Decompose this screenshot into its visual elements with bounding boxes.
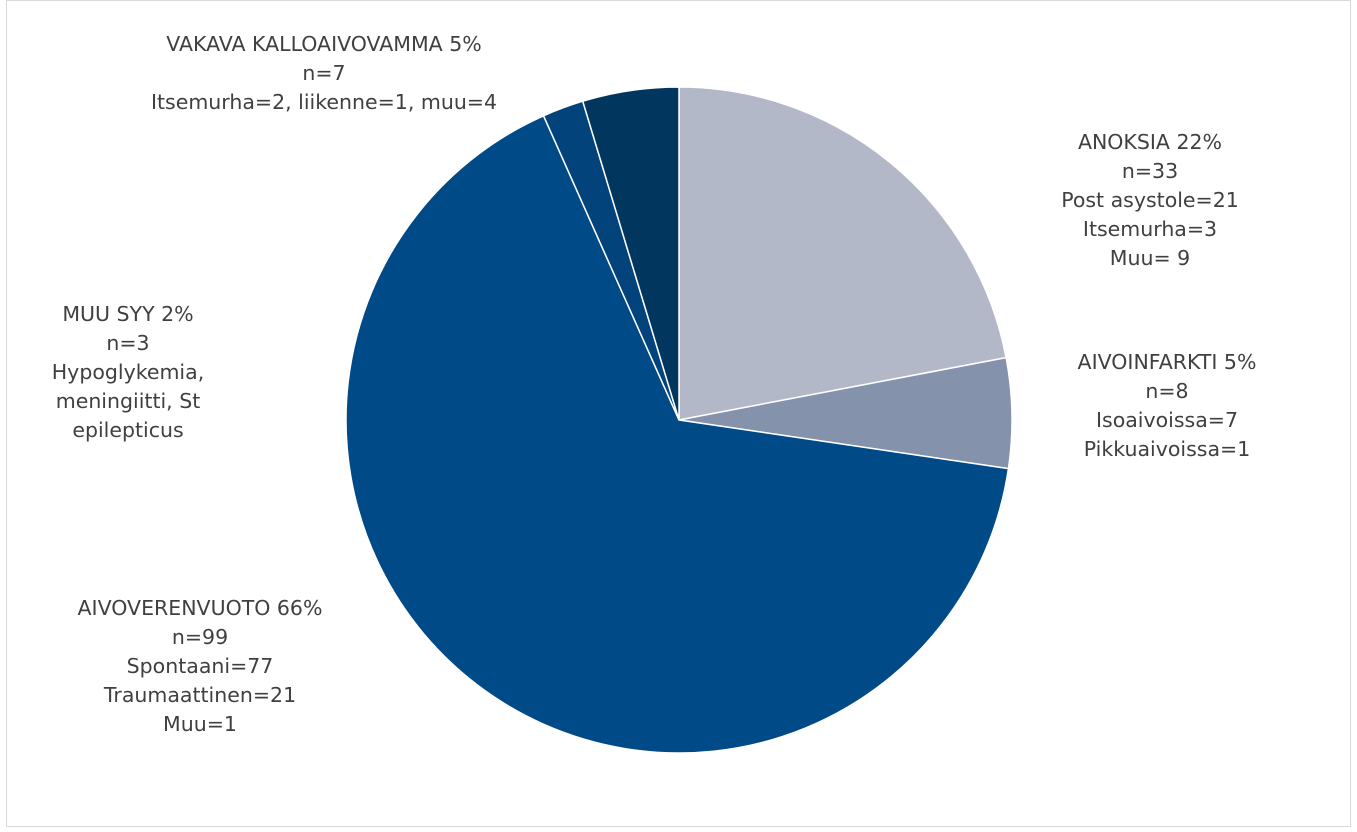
data-label-line: Isoaivoissa=7 <box>1096 408 1238 432</box>
pie-slice-aivoverenvuoto <box>345 114 1010 754</box>
data-label-line: Itsemurha=3 <box>1083 217 1217 241</box>
data-label-line: AIVOVERENVUOTO 66% <box>78 596 323 620</box>
data-label-line: ANOKSIA 22% <box>1078 130 1222 154</box>
data-label-line: n=3 <box>106 331 149 355</box>
data-label-vakava-kalloaivovamma: VAKAVA KALLOAIVOVAMMA 5% n=7 Itsemurha=2, … <box>151 32 497 114</box>
data-label-line: epilepticus <box>72 418 183 442</box>
data-label-line: meningiitti, St <box>56 389 201 413</box>
pie-slice-vakava-kalloaivovamma <box>581 86 680 421</box>
data-label-aivoinfarkti: AIVOINFARKTI 5% n=8 Isoaivoissa=7 Pikkuaivo… <box>1078 350 1257 461</box>
data-label-line: n=8 <box>1145 379 1188 403</box>
data-label-line: Spontaani=77 <box>127 654 274 678</box>
data-label-line: Hypoglykemia, <box>52 360 204 384</box>
data-label-line: Muu= 9 <box>1110 246 1190 270</box>
data-label-line: Itsemurha=2, liikenne=1, muu=4 <box>151 90 497 114</box>
data-label-line: VAKAVA KALLOAIVOVAMMA 5% <box>166 32 481 56</box>
data-label-line: Muu=1 <box>163 712 237 736</box>
data-label-line: MUU SYY 2% <box>62 302 193 326</box>
data-label-line: n=99 <box>172 625 228 649</box>
data-label-aivoverenvuoto: AIVOVERENVUOTO 66% n=99 Spontaani=77 Trauma… <box>78 596 323 736</box>
data-label-line: Pikkuaivoissa=1 <box>1084 437 1250 461</box>
data-label-line: AIVOINFARKTI 5% <box>1078 350 1257 374</box>
data-label-muu-syy: MUU SYY 2% n=3 Hypoglykemia, meningiitti, S… <box>52 302 204 442</box>
data-label-line: Post asystole=21 <box>1061 188 1239 212</box>
data-label-line: Traumaattinen=21 <box>103 683 296 707</box>
data-label-line: n=7 <box>302 61 345 85</box>
data-label-anoksia: ANOKSIA 22% n=33 Post asystole=21 Itsemurha… <box>1061 130 1239 270</box>
data-label-line: n=33 <box>1122 159 1178 183</box>
pie-slice-anoksia <box>678 86 1007 421</box>
